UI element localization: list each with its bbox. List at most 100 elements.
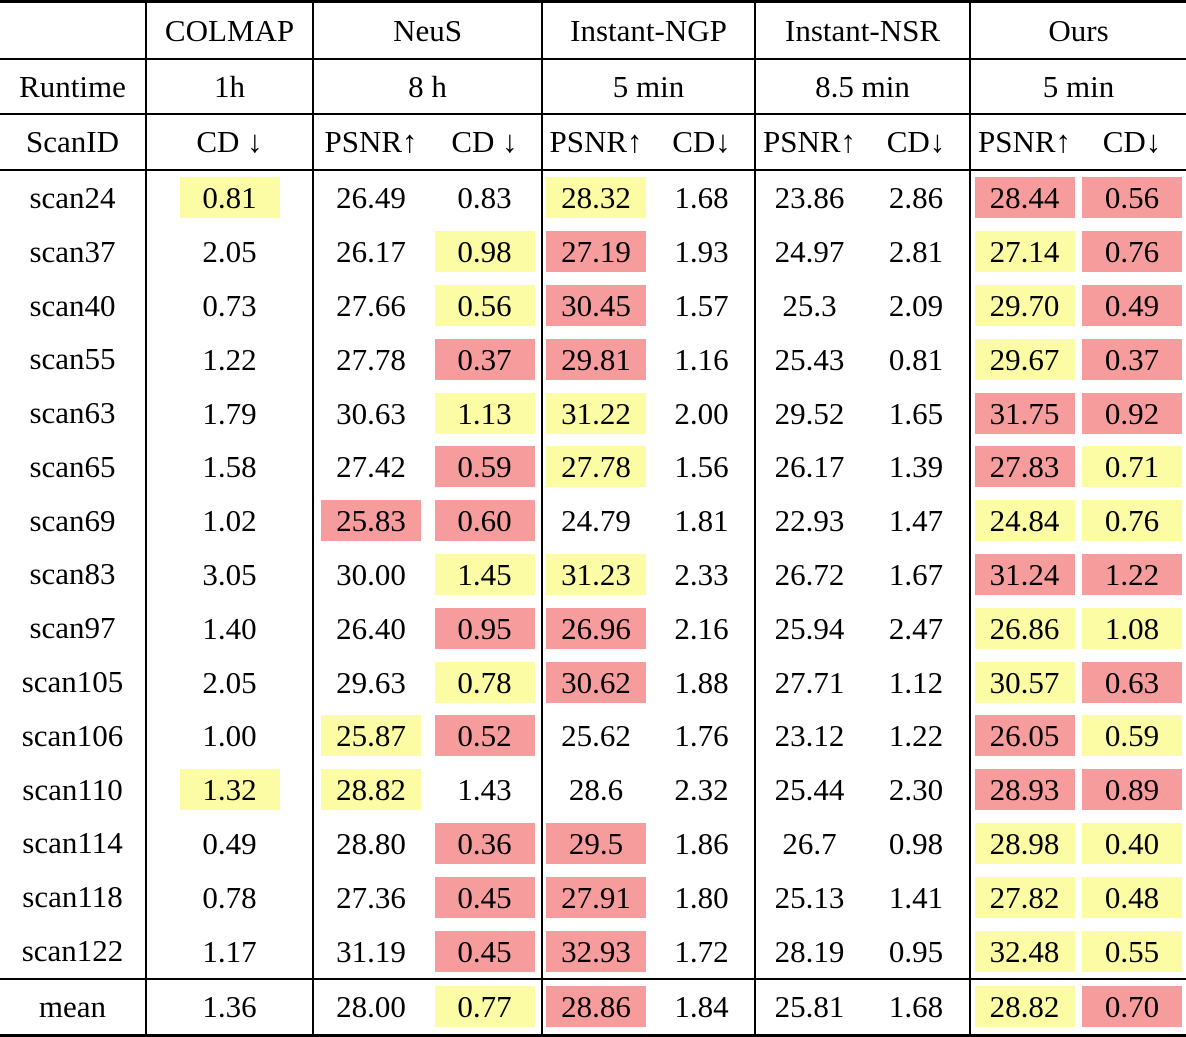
cell-scan55-ngp-psnr: 29.81 — [541, 332, 650, 387]
cell-scan69-nsr-psnr: 22.93 — [754, 493, 864, 548]
value: 1.58 — [202, 449, 257, 485]
value: 1.41 — [888, 879, 944, 915]
cell-scan55-nsr-cd: 0.81 — [863, 332, 970, 386]
highlight-second-best-value: 31.22 — [546, 392, 647, 434]
value: 0.73 — [202, 288, 257, 323]
value: 1.36 — [202, 989, 257, 1025]
cell-scan106-ngp-psnr: 25.62 — [541, 708, 650, 763]
highlight-second-best-value: 1.13 — [434, 392, 535, 434]
highlight-second-best-value: 24.84 — [974, 500, 1075, 542]
highlight-best-value: 30.45 — [546, 285, 647, 326]
highlight-second-best-value: 1.08 — [1082, 607, 1183, 649]
cell-scan40-colmap-cd: 0.73 — [145, 278, 313, 333]
cell-scan97-ours-cd: 1.08 — [1078, 601, 1186, 655]
cell-scan97-neus-cd: 0.95 — [428, 601, 542, 655]
runtime-colmap: 1h — [145, 59, 313, 115]
cell-scan69-nsr-cd: 1.47 — [863, 494, 970, 548]
cell-scan106-nsr-psnr: 23.12 — [754, 708, 864, 763]
value: 1.22 — [888, 718, 944, 754]
cell-scan83-colmap-cd: 3.05 — [145, 547, 313, 602]
column-header-instant-nsr: Instant-NSR — [754, 1, 971, 60]
value: 1.02 — [202, 503, 257, 539]
cell-scan106-ours-psnr: 26.05 — [969, 708, 1079, 763]
cell-scan122-neus-cd: 0.45 — [428, 924, 542, 979]
cell-scan118-ngp-psnr: 27.91 — [541, 870, 650, 925]
value: 1.67 — [888, 556, 944, 592]
highlight-second-best-value: 0.81 — [179, 177, 280, 219]
highlight-second-best-value: 28.98 — [974, 822, 1075, 864]
cell-scan83-neus-psnr: 30.00 — [312, 547, 428, 602]
table-row: scan106 1.00 25.87 0.52 25.62 1.76 23.12 1.22 26… — [0, 708, 1186, 763]
cell-scan97-neus-psnr: 26.40 — [312, 601, 428, 656]
cell-scan65-neus-cd: 0.59 — [428, 440, 542, 494]
cell-scan106-neus-cd: 0.52 — [428, 709, 542, 763]
cell-scan97-nsr-cd: 2.47 — [863, 601, 970, 655]
cell-scan69-ngp-cd: 1.81 — [649, 494, 755, 548]
scan-id-mean: mean — [0, 977, 146, 1036]
cell-scan63-neus-cd: 1.13 — [428, 386, 542, 440]
value: 2.09 — [888, 288, 944, 323]
value: 27.36 — [336, 879, 406, 915]
value: 1.81 — [674, 503, 729, 539]
value: 1.86 — [674, 825, 729, 861]
scan-id-scan97: scan97 — [29, 610, 116, 646]
value: 2.47 — [888, 610, 944, 646]
highlight-best-value: 0.63 — [1082, 661, 1183, 703]
cell-scan122-ngp-cd: 1.72 — [649, 924, 755, 979]
cell-scan110-nsr-cd: 2.30 — [863, 763, 970, 817]
cell-scan24-nsr-psnr: 23.86 — [754, 170, 864, 225]
value: 27.66 — [336, 288, 406, 323]
cell-scan83-ngp-cd: 2.33 — [649, 548, 755, 602]
metric-header-neus-cd: CD ↓ — [428, 114, 543, 171]
value: 2.33 — [674, 556, 729, 592]
runtime-ours: 5 min — [969, 59, 1186, 115]
highlight-best-value: 0.36 — [434, 822, 535, 864]
cell-scan55-colmap-cd: 1.22 — [145, 332, 313, 387]
highlight-best-value: 28.44 — [974, 177, 1075, 219]
value: 1.68 — [674, 180, 729, 216]
cell-scan55-ours-psnr: 29.67 — [969, 332, 1079, 387]
scan-id-scan118: scan118 — [22, 879, 123, 915]
cell-scan106-ngp-cd: 1.76 — [649, 709, 755, 763]
value: 1.56 — [674, 449, 729, 485]
cell-scan69-neus-psnr: 25.83 — [312, 493, 428, 548]
highlight-second-best-value: 26.86 — [974, 607, 1075, 649]
metric-header-ours-psnr: PSNR↑ — [969, 114, 1079, 171]
column-header-colmap: COLMAP — [145, 1, 313, 60]
cell-scan40-ours-cd: 0.49 — [1078, 279, 1186, 333]
highlight-second-best-value: 0.59 — [1082, 715, 1183, 757]
cell-scan24-neus-cd: 0.83 — [428, 170, 542, 225]
cell-scan37-neus-psnr: 26.17 — [312, 224, 428, 279]
table-row: scan65 1.58 27.42 0.59 27.78 1.56 26.17 1.39 27.… — [0, 440, 1186, 494]
cell-scan122-colmap-cd: 1.17 — [145, 924, 313, 979]
cell-scan106-neus-psnr: 25.87 — [312, 708, 428, 763]
scan-id-scan69: scan69 — [29, 502, 116, 538]
cell-scan118-nsr-psnr: 25.13 — [754, 870, 864, 925]
highlight-best-value: 31.75 — [974, 392, 1075, 434]
value: 23.12 — [774, 718, 845, 754]
highlight-second-best-value: 28.82 — [321, 769, 421, 811]
value: 26.7 — [782, 825, 837, 861]
cell-scan65-nsr-psnr: 26.17 — [754, 440, 864, 494]
cell-scan114-neus-psnr: 28.80 — [312, 816, 428, 871]
table-row: scan69 1.02 25.83 0.60 24.79 1.81 22.93 1.47 24.… — [0, 493, 1186, 548]
value: 29.63 — [336, 664, 406, 700]
highlight-best-value: 1.22 — [1082, 553, 1183, 595]
highlight-best-value: 27.19 — [546, 231, 647, 273]
cell-scan105-ours-cd: 0.63 — [1078, 655, 1186, 709]
cell-scan110-colmap-cd: 1.32 — [145, 762, 313, 817]
highlight-second-best-value: 1.45 — [434, 553, 535, 595]
metric-header-ours-cd: CD↓ — [1078, 114, 1186, 171]
highlight-second-best-value: 29.67 — [974, 338, 1075, 380]
value: 27.78 — [336, 341, 406, 377]
highlight-best-value: 0.92 — [1082, 392, 1183, 434]
cell-scan65-ngp-psnr: 27.78 — [541, 440, 650, 494]
highlight-best-value: 0.52 — [434, 715, 535, 757]
value: 29.52 — [774, 395, 845, 431]
cell-scan24-ngp-cd: 1.68 — [649, 170, 755, 225]
value: 25.62 — [561, 718, 631, 754]
cell-scan83-neus-cd: 1.45 — [428, 548, 542, 602]
cell-scan114-ours-psnr: 28.98 — [969, 816, 1079, 871]
cell-scan63-ours-cd: 0.92 — [1078, 386, 1186, 440]
table-row: scan37 2.05 26.17 0.98 27.19 1.93 24.97 2.81 27.… — [0, 224, 1186, 279]
